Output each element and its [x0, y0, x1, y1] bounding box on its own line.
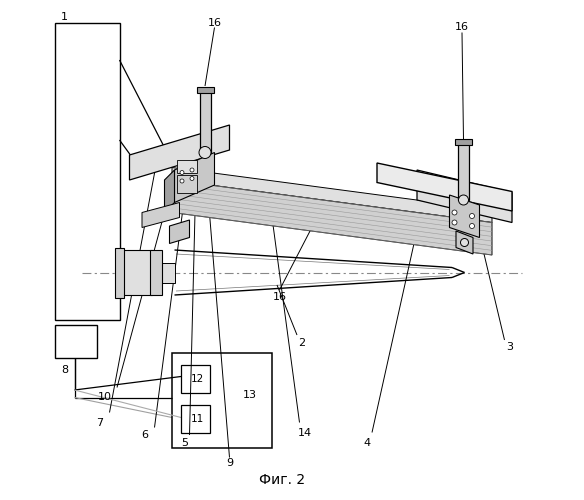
Circle shape [190, 168, 194, 172]
Polygon shape [172, 180, 492, 255]
Polygon shape [169, 220, 189, 244]
Text: 5: 5 [181, 438, 188, 448]
Polygon shape [172, 168, 492, 222]
Polygon shape [142, 202, 179, 228]
Circle shape [180, 179, 184, 183]
Bar [177, 160, 197, 172]
Text: 7: 7 [96, 418, 103, 428]
Bar [114, 248, 123, 298]
Polygon shape [377, 163, 512, 211]
Bar [120, 250, 152, 295]
Text: 3: 3 [506, 342, 513, 352]
Bar [54, 22, 120, 320]
Polygon shape [417, 170, 512, 222]
Text: 12: 12 [190, 374, 204, 384]
Circle shape [461, 238, 468, 246]
Text: 16: 16 [207, 18, 221, 28]
Bar [455, 139, 472, 145]
Text: 16: 16 [273, 292, 287, 302]
Circle shape [180, 170, 184, 174]
Bar [162, 262, 175, 282]
Polygon shape [457, 202, 470, 228]
Circle shape [199, 146, 211, 158]
Bar [458, 142, 469, 200]
Text: 8: 8 [61, 365, 68, 375]
Bar [177, 175, 197, 192]
Text: 1: 1 [61, 12, 68, 22]
Text: 11: 11 [190, 414, 204, 424]
Polygon shape [456, 231, 473, 254]
Bar [181, 405, 210, 432]
Bar [196, 86, 214, 92]
Text: 10: 10 [98, 392, 112, 402]
Circle shape [452, 220, 457, 225]
Text: 14: 14 [297, 428, 311, 438]
Circle shape [470, 224, 474, 228]
Bar [200, 90, 210, 152]
Text: 9: 9 [226, 458, 233, 468]
Text: 13: 13 [242, 390, 256, 400]
Text: 6: 6 [141, 430, 148, 440]
Text: Фиг. 2: Фиг. 2 [259, 473, 305, 487]
Polygon shape [165, 170, 175, 212]
Bar [172, 352, 272, 448]
Circle shape [190, 176, 194, 180]
Bar [54, 325, 97, 358]
Text: 2: 2 [298, 338, 305, 347]
Text: 4: 4 [363, 438, 371, 448]
Circle shape [458, 195, 468, 205]
Polygon shape [450, 195, 479, 238]
Circle shape [452, 210, 457, 215]
Text: 16: 16 [455, 22, 469, 32]
Bar [181, 365, 210, 392]
Polygon shape [175, 152, 214, 202]
Polygon shape [130, 125, 230, 180]
Circle shape [470, 214, 474, 218]
Bar [150, 250, 162, 295]
